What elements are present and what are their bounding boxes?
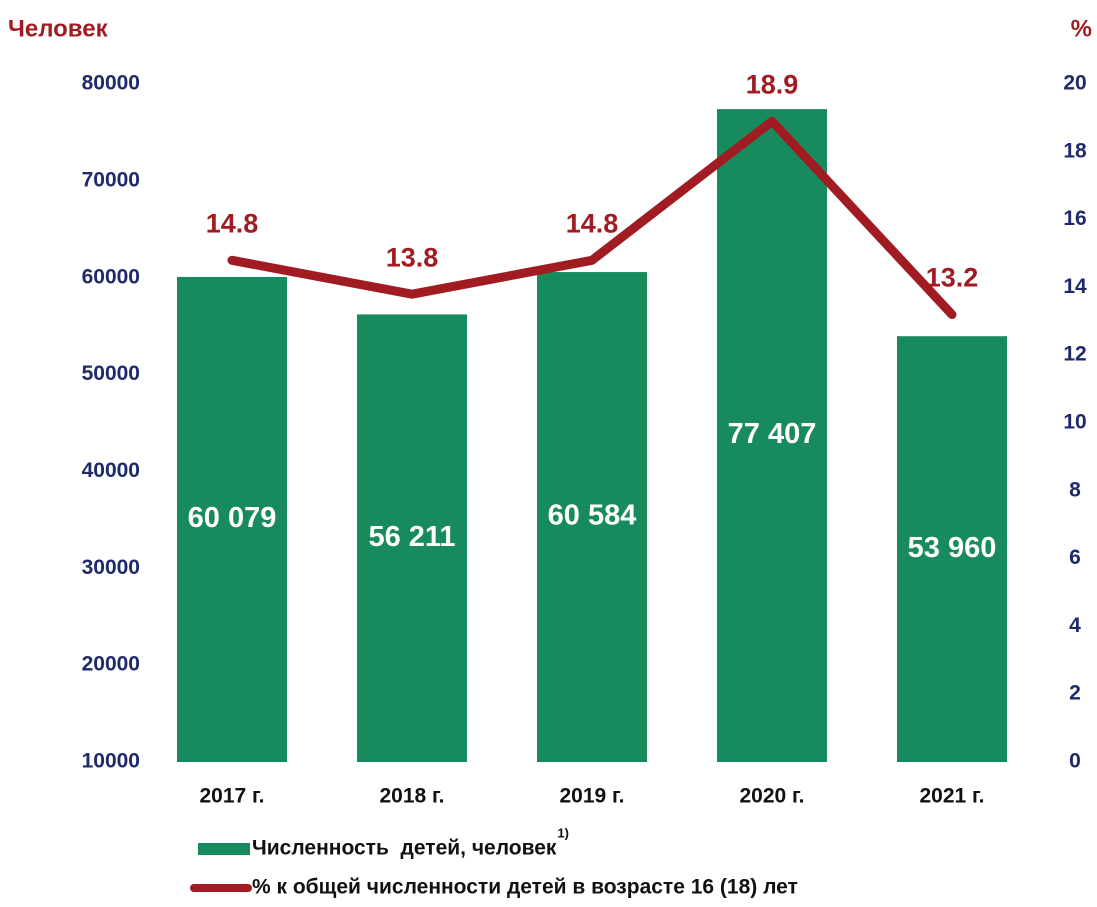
line xyxy=(227,116,957,320)
y-axis-title: Человек xyxy=(8,15,109,42)
line-value-label: 14.8 xyxy=(206,208,259,238)
y-tick-label: 20000 xyxy=(82,653,140,676)
y2-tick-label: 2 xyxy=(1069,682,1081,705)
y2-tick-label: 0 xyxy=(1069,750,1081,773)
y-tick-label: 80000 xyxy=(82,72,140,95)
x-tick-label: 2020 г. xyxy=(739,785,804,808)
line-value-label: 13.8 xyxy=(386,242,439,272)
bar xyxy=(177,276,287,762)
y-tick-label: 30000 xyxy=(82,556,140,579)
bar-value-label: 77 407 xyxy=(728,418,817,450)
bar-value-label: 60 079 xyxy=(188,502,277,534)
legend-label: Численность детей, человек xyxy=(252,837,557,860)
bar-value-label: 53 960 xyxy=(908,532,997,564)
legend-label: % к общей численности детей в возрасте 1… xyxy=(252,876,798,899)
x-tick-label: 2017 г. xyxy=(199,785,264,808)
y2-tick-label: 12 xyxy=(1063,343,1086,366)
y-tick-label: 70000 xyxy=(82,168,140,191)
x-tick-label: 2019 г. xyxy=(559,785,624,808)
y-tick-label: 40000 xyxy=(82,459,140,482)
bar xyxy=(717,109,827,763)
y2-tick-label: 8 xyxy=(1069,478,1081,501)
line-value-label: 14.8 xyxy=(566,208,619,238)
legend-note: 1) xyxy=(557,825,569,840)
y2-tick-label: 4 xyxy=(1069,614,1081,637)
x-tick-label: 2018 г. xyxy=(379,785,444,808)
y-tick-label: 10000 xyxy=(82,750,140,773)
x-tick-label: 2021 г. xyxy=(919,785,984,808)
y-tick-label: 60000 xyxy=(82,265,140,288)
y2-tick-label: 16 xyxy=(1063,207,1086,230)
y2-tick-label: 10 xyxy=(1063,411,1086,434)
y2-axis-title: % xyxy=(1071,15,1092,42)
line-value-label: 18.9 xyxy=(746,69,799,99)
y2-tick-label: 18 xyxy=(1063,139,1087,162)
y2-tick-label: 14 xyxy=(1063,275,1087,298)
bar-value-label: 60 584 xyxy=(548,500,637,532)
bar xyxy=(897,336,1007,762)
y-tick-label: 50000 xyxy=(82,362,140,385)
bar xyxy=(357,314,467,762)
bar-value-label: 56 211 xyxy=(368,521,455,553)
y2-tick-label: 6 xyxy=(1069,546,1081,569)
line-value-label: 13.2 xyxy=(926,263,979,293)
y2-tick-label: 20 xyxy=(1063,72,1086,95)
bar xyxy=(537,272,647,762)
legend-swatch xyxy=(198,843,250,855)
